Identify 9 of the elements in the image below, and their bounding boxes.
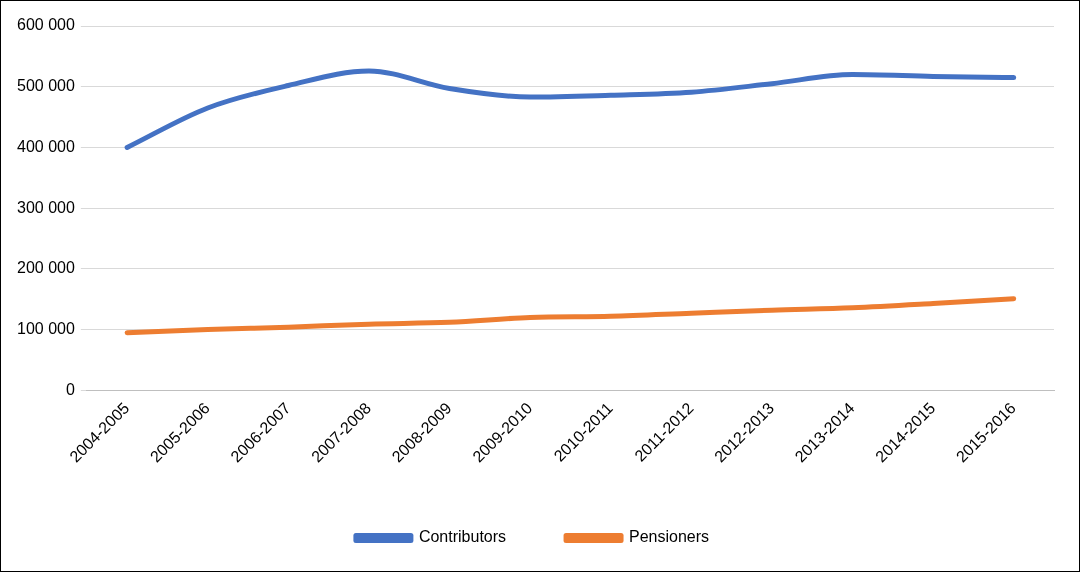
y-tick-label: 600 000 (16, 16, 75, 34)
legend-label: Contributors (418, 528, 507, 546)
y-tick-label: 100 000 (16, 320, 75, 338)
legend-label: Pensioners (629, 528, 710, 546)
y-tick-label: 400 000 (16, 137, 75, 155)
y-tick-label: 500 000 (16, 77, 75, 95)
y-tick-label: 200 000 (16, 259, 75, 277)
y-tick-label: 300 000 (16, 198, 75, 216)
y-tick-label: 0 (65, 380, 75, 398)
